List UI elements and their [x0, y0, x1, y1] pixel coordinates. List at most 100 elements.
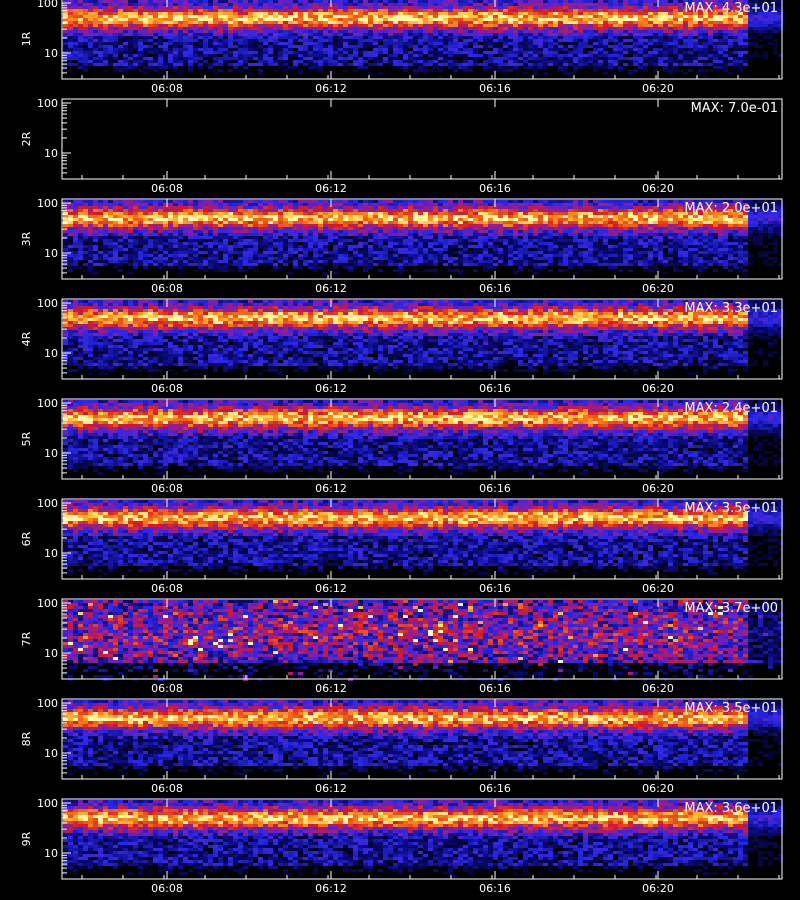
- heatmap-cell: [118, 263, 123, 266]
- heatmap-cell: [643, 39, 648, 42]
- heatmap-cell: [303, 245, 308, 248]
- heatmap-cell: [288, 236, 293, 239]
- heatmap-cell: [233, 36, 238, 39]
- heatmap-cell: [343, 15, 348, 18]
- heatmap-cell: [463, 69, 468, 72]
- heatmap-cell: [173, 230, 178, 233]
- heatmap-cell: [663, 30, 668, 33]
- heatmap-cell: [373, 48, 378, 51]
- heatmap-cell: [298, 51, 303, 54]
- heatmap-cell: [253, 6, 258, 9]
- heatmap-cell: [358, 257, 363, 260]
- heatmap-cell: [88, 33, 93, 36]
- heatmap-cell: [73, 36, 78, 39]
- heatmap-cell: [638, 15, 643, 18]
- heatmap-cell: [318, 48, 323, 51]
- heatmap-cell: [268, 54, 273, 57]
- heatmap-cell: [423, 3, 428, 6]
- heatmap-cell: [88, 39, 93, 42]
- heatmap-cell: [73, 257, 78, 260]
- heatmap-cell: [413, 221, 418, 224]
- heatmap-cell: [148, 42, 153, 45]
- heatmap-cell: [128, 239, 133, 242]
- heatmap-cell: [448, 36, 453, 39]
- heatmap-cell: [93, 260, 98, 263]
- heatmap-cell: [623, 42, 628, 45]
- heatmap-cell: [93, 215, 98, 218]
- heatmap-cell: [123, 39, 128, 42]
- heatmap-cell: [178, 209, 183, 212]
- heatmap-cell: [673, 33, 678, 36]
- heatmap-cell: [313, 30, 318, 33]
- heatmap-cell: [368, 215, 373, 218]
- heatmap-cell: [308, 209, 313, 212]
- heatmap-cell: [403, 0, 408, 3]
- heatmap-cell: [528, 33, 533, 36]
- heatmap-cell: [373, 60, 378, 63]
- heatmap-cell: [108, 257, 113, 260]
- heatmap-cell: [153, 33, 158, 36]
- heatmap-cell: [378, 260, 383, 263]
- heatmap-cell: [283, 45, 288, 48]
- heatmap-cell: [518, 60, 523, 63]
- heatmap-cell: [773, 39, 778, 42]
- heatmap-cell: [363, 266, 368, 269]
- heatmap-cell: [138, 263, 143, 266]
- heatmap-cell: [673, 6, 678, 9]
- heatmap-cell: [403, 227, 408, 230]
- heatmap-cell: [358, 42, 363, 45]
- heatmap-cell: [243, 215, 248, 218]
- heatmap-cell: [123, 3, 128, 6]
- heatmap-cell: [553, 36, 558, 39]
- heatmap-cell: [78, 242, 83, 245]
- heatmap-cell: [103, 21, 108, 24]
- heatmap-cell: [278, 39, 283, 42]
- heatmap-cell: [233, 33, 238, 36]
- heatmap-cell: [83, 203, 88, 206]
- heatmap-cell: [173, 221, 178, 224]
- heatmap-cell: [403, 30, 408, 33]
- heatmap-cell: [428, 63, 433, 66]
- heatmap-cell: [278, 63, 283, 66]
- heatmap-cell: [508, 69, 513, 72]
- heatmap-cell: [703, 45, 708, 48]
- heatmap-cell: [248, 39, 253, 42]
- heatmap-cell: [193, 36, 198, 39]
- heatmap-cell: [198, 57, 203, 60]
- heatmap-cell: [408, 257, 413, 260]
- heatmap-cell: [203, 263, 208, 266]
- heatmap-cell: [288, 0, 293, 3]
- heatmap-cell: [223, 33, 228, 36]
- heatmap-cell: [398, 206, 403, 209]
- heatmap-cell: [333, 266, 338, 269]
- heatmap-cell: [78, 60, 83, 63]
- heatmap-cell: [298, 218, 303, 221]
- heatmap-cell: [388, 39, 393, 42]
- heatmap-cell: [593, 30, 598, 33]
- heatmap-cell: [363, 254, 368, 257]
- heatmap-cell: [348, 209, 353, 212]
- heatmap-cell: [268, 236, 273, 239]
- heatmap-cell: [168, 48, 173, 51]
- heatmap-cell: [383, 206, 388, 209]
- heatmap-cell: [93, 21, 98, 24]
- heatmap-cell: [168, 39, 173, 42]
- heatmap-cell: [458, 6, 463, 9]
- heatmap-cell: [183, 260, 188, 263]
- heatmap-cell: [433, 36, 438, 39]
- heatmap-cell: [443, 33, 448, 36]
- heatmap-cell: [313, 24, 318, 27]
- heatmap-cell: [203, 260, 208, 263]
- heatmap-cell: [218, 236, 223, 239]
- heatmap-cell: [468, 69, 473, 72]
- heatmap-cell: [373, 6, 378, 9]
- heatmap-cell: [313, 230, 318, 233]
- heatmap-cell: [158, 60, 163, 63]
- heatmap-cell: [408, 260, 413, 263]
- heatmap-cell: [158, 209, 163, 212]
- heatmap-cell: [568, 15, 573, 18]
- heatmap-cell: [323, 245, 328, 248]
- heatmap-cell: [728, 63, 733, 66]
- heatmap-cell: [148, 12, 153, 15]
- heatmap-cell: [178, 15, 183, 18]
